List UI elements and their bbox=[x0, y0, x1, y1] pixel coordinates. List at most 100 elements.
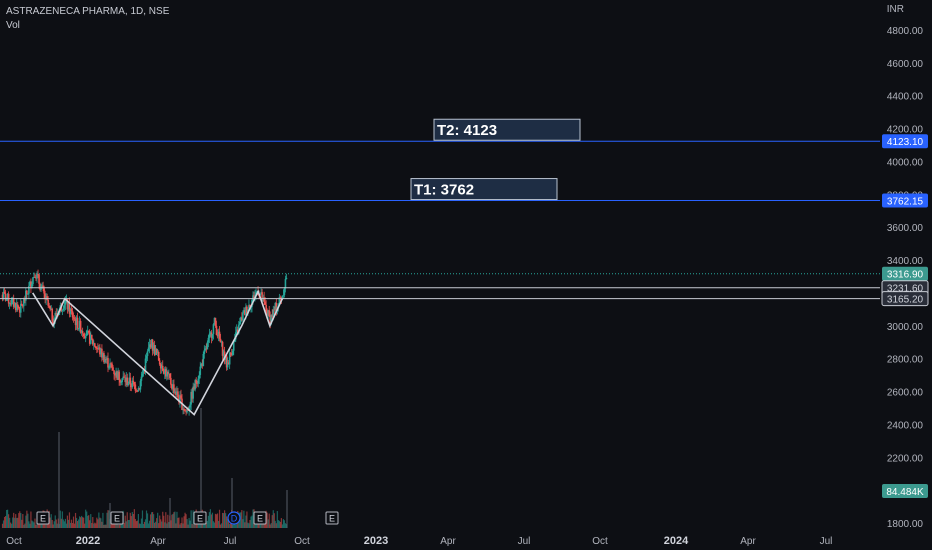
volume-bar bbox=[82, 517, 84, 528]
volume-bar bbox=[158, 523, 160, 528]
candle-body bbox=[144, 358, 147, 371]
candle-body bbox=[270, 314, 273, 325]
candle-body bbox=[102, 353, 104, 358]
candle-body bbox=[42, 285, 44, 289]
candle-body bbox=[122, 376, 124, 379]
volume-bar bbox=[249, 519, 251, 528]
volume-bar bbox=[95, 523, 97, 528]
volume-bar bbox=[172, 513, 174, 528]
volume-bar bbox=[67, 519, 70, 528]
volume-bar bbox=[193, 523, 195, 528]
candle-body bbox=[106, 358, 108, 360]
candle-body bbox=[90, 334, 93, 339]
volume-bar bbox=[152, 512, 154, 528]
volume-bar bbox=[60, 518, 62, 528]
earnings-marker[interactable]: E bbox=[193, 511, 207, 525]
candle-body bbox=[272, 309, 275, 318]
candle-body bbox=[97, 348, 99, 350]
volume-bar bbox=[22, 514, 24, 528]
time-tick-label: Jul bbox=[518, 536, 531, 547]
volume-bar bbox=[88, 515, 90, 528]
price-tick-label: 4400.00 bbox=[887, 92, 924, 103]
earnings-marker[interactable]: E bbox=[110, 511, 124, 525]
candle-body bbox=[115, 371, 117, 376]
volume-bar bbox=[85, 509, 87, 528]
volume-bar bbox=[124, 515, 126, 528]
volume-bar bbox=[50, 514, 52, 528]
candle-body bbox=[14, 302, 17, 311]
candle-body bbox=[112, 367, 114, 371]
candle-body bbox=[47, 299, 49, 306]
candle-body bbox=[10, 299, 13, 305]
candle-body bbox=[39, 283, 41, 290]
time-tick-label: Oct bbox=[592, 536, 608, 547]
volume-bar bbox=[196, 521, 198, 528]
candle-body bbox=[79, 320, 82, 333]
candle-body bbox=[161, 365, 164, 371]
candle-body bbox=[31, 284, 33, 289]
candle-body bbox=[95, 346, 97, 349]
candle-body bbox=[32, 277, 34, 285]
time-tick-label: Apr bbox=[740, 536, 756, 547]
candle-body bbox=[239, 322, 241, 325]
candle-body bbox=[114, 374, 116, 376]
volume-bar bbox=[210, 514, 213, 528]
candle-body bbox=[104, 359, 106, 363]
volume-bar bbox=[183, 516, 185, 528]
volume-bar bbox=[182, 523, 184, 528]
volume-bar bbox=[123, 522, 125, 528]
candle-body bbox=[117, 371, 119, 380]
volume-bar bbox=[21, 519, 23, 528]
volume-bar bbox=[58, 432, 60, 528]
candle-body bbox=[168, 373, 170, 375]
price-tick-label: 3400.00 bbox=[887, 256, 924, 267]
volume-bar bbox=[92, 517, 94, 528]
volume-bar bbox=[184, 512, 186, 528]
candle-body bbox=[153, 345, 156, 356]
volume-bar bbox=[266, 512, 268, 528]
volume-bar bbox=[20, 513, 22, 528]
earnings-marker[interactable]: E bbox=[253, 511, 267, 525]
candle-body bbox=[142, 369, 145, 374]
candle-body bbox=[261, 292, 263, 302]
candle-body bbox=[196, 383, 199, 384]
volume-bar bbox=[91, 523, 93, 528]
volume-bar bbox=[209, 509, 212, 528]
price-tick-label: 2800.00 bbox=[887, 355, 924, 366]
volume-bar bbox=[230, 523, 232, 528]
volume-badge bbox=[882, 484, 928, 498]
candle-body bbox=[218, 331, 221, 339]
candle-body bbox=[275, 302, 278, 311]
candle-body bbox=[29, 281, 31, 286]
time-tick-label: 2023 bbox=[364, 535, 388, 547]
candle-body bbox=[105, 359, 107, 360]
candle-body bbox=[120, 382, 122, 383]
candle-body bbox=[88, 332, 91, 344]
volume-bar bbox=[64, 518, 67, 528]
candle-body bbox=[242, 312, 244, 321]
volume-bar bbox=[177, 517, 179, 528]
volume-bar bbox=[111, 523, 113, 528]
candle-body bbox=[76, 317, 79, 329]
candle-body bbox=[92, 343, 95, 345]
volume-bar bbox=[59, 510, 61, 528]
volume-bar bbox=[220, 523, 223, 528]
candle-body bbox=[260, 292, 262, 295]
candle-body bbox=[131, 380, 134, 388]
candle-body bbox=[169, 373, 171, 378]
dividend-marker[interactable]: D bbox=[227, 511, 241, 525]
candle-body bbox=[162, 370, 165, 374]
volume-bar bbox=[19, 511, 21, 528]
candle-body bbox=[231, 350, 234, 355]
candle-body bbox=[157, 352, 160, 361]
inverse-head-shoulders-pattern bbox=[32, 289, 284, 416]
earnings-marker[interactable]: E bbox=[325, 511, 339, 525]
candle-body bbox=[241, 317, 243, 321]
candle-body bbox=[206, 342, 209, 350]
earnings-marker-box bbox=[253, 511, 267, 525]
earnings-marker[interactable]: E bbox=[36, 511, 50, 525]
candle-body bbox=[113, 370, 115, 375]
volume-bar bbox=[81, 515, 83, 528]
candle-body bbox=[267, 310, 270, 316]
